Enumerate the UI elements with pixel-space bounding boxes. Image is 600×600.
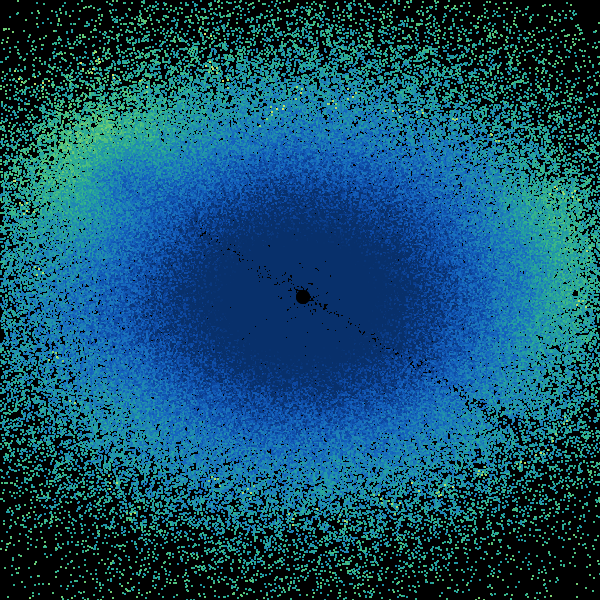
density-scatter-figure [0, 0, 600, 600]
scatter-plot-canvas [0, 0, 600, 600]
